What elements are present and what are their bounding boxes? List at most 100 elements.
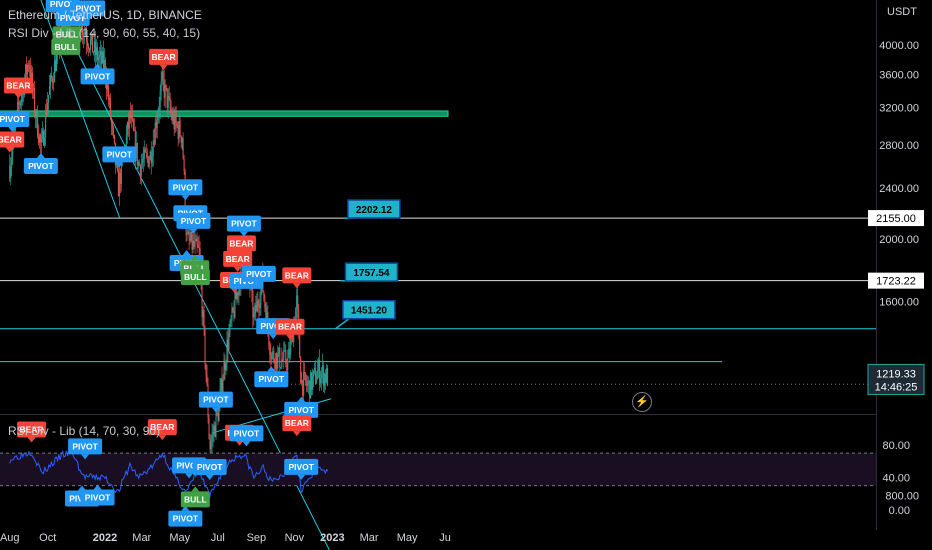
price-callout: 2202.12 xyxy=(344,199,401,219)
candle-body xyxy=(157,112,159,121)
candle-body xyxy=(231,307,233,321)
candle-body xyxy=(27,65,29,75)
candle-body xyxy=(82,34,84,36)
price-signal-box xyxy=(71,0,106,17)
candle-body xyxy=(173,116,175,130)
candle-body xyxy=(156,120,158,129)
candle-body xyxy=(9,165,11,179)
candle-body xyxy=(99,50,101,55)
candle-body xyxy=(137,161,139,166)
price-signal-text: BEAR xyxy=(0,135,22,145)
candle-body xyxy=(169,98,171,110)
price-signal-text: PIVOT xyxy=(50,0,76,9)
time-axis-tick: Nov xyxy=(285,532,305,544)
candle-body xyxy=(322,365,324,373)
time-axis-tick: 2023 xyxy=(320,532,344,544)
candle-body xyxy=(280,367,282,369)
candle-body xyxy=(38,136,40,143)
price-axis-tick: 1600.00 xyxy=(879,296,919,308)
price-signal-pointer xyxy=(254,281,263,287)
candle-body xyxy=(295,308,297,325)
rsi-signal-box xyxy=(168,510,203,527)
price-bear-label: BEAR xyxy=(275,318,305,340)
candle-body xyxy=(303,371,305,396)
candle-body xyxy=(17,101,19,112)
candle-body xyxy=(226,339,228,364)
candle-body xyxy=(52,78,54,83)
rsi-signal-pointer xyxy=(27,437,36,443)
candle-body xyxy=(29,66,31,69)
rsi-signal-text: BEAR xyxy=(19,425,43,435)
rsi-pivot-label: PIVOT xyxy=(168,505,203,527)
candle-body xyxy=(170,109,172,114)
price-signal-box xyxy=(0,110,30,127)
candle-body xyxy=(236,292,238,300)
candle-body xyxy=(94,41,96,56)
candle-body xyxy=(81,20,83,36)
price-signal-pointer xyxy=(297,396,306,402)
candle-body xyxy=(100,50,102,64)
candle-body xyxy=(31,72,33,81)
candle-body xyxy=(129,112,131,119)
price-callout: 1757.54 xyxy=(340,262,399,282)
price-pivot-label: PIVOT xyxy=(241,265,276,287)
candle-body xyxy=(26,64,28,75)
candle-body xyxy=(263,291,265,299)
candle-body xyxy=(221,378,223,395)
rsi-signal-box xyxy=(192,459,227,475)
price-signal-text: PIVOT xyxy=(75,3,101,13)
price-signal-text: BULL xyxy=(184,272,207,282)
candle-body xyxy=(41,139,43,143)
candle-body xyxy=(84,32,86,36)
candles xyxy=(9,0,329,458)
rsi-signal-pointer xyxy=(81,454,90,460)
candle-body xyxy=(222,380,224,395)
price-signal-box xyxy=(198,391,233,408)
lightning-icon[interactable]: ⚡ xyxy=(632,392,652,412)
price-bull-label: BULL xyxy=(180,264,210,286)
candle-body xyxy=(180,135,182,143)
candle-body xyxy=(301,380,303,384)
candle-body xyxy=(109,97,111,119)
candle-body xyxy=(134,129,136,158)
candle-body xyxy=(305,372,307,382)
candle-body xyxy=(126,122,128,135)
candle-body xyxy=(166,88,168,108)
candle-body xyxy=(233,310,235,318)
candle-body xyxy=(11,156,13,167)
candle-body xyxy=(298,308,300,328)
time-axis-tick: Jul xyxy=(211,532,225,544)
price-axis-tick: 2000.00 xyxy=(879,234,919,246)
price-bear-label: BEAR xyxy=(282,267,312,289)
candle-body xyxy=(186,233,188,235)
candle-body xyxy=(188,231,190,239)
candle-body xyxy=(252,290,254,318)
rsi-signal-box xyxy=(229,425,264,442)
price-pivot-label: PIVOT xyxy=(226,215,261,237)
level-price-tag xyxy=(868,272,924,289)
callout-box xyxy=(347,199,401,219)
time-axis-tick: May xyxy=(397,532,418,544)
candle-body xyxy=(215,412,217,437)
price-bear-label: BEAR xyxy=(3,77,33,99)
candle-body xyxy=(317,370,319,380)
candle-body xyxy=(127,122,129,129)
candle-body xyxy=(154,122,156,145)
candle-body xyxy=(254,304,256,315)
price-signal-box xyxy=(168,179,203,196)
rsi-bear-label: BEAR xyxy=(17,421,47,443)
candle-body xyxy=(196,238,198,246)
callout-pointer xyxy=(335,318,350,330)
candle-body xyxy=(209,438,211,450)
price-signal-text: PIVOT xyxy=(85,71,111,81)
rsi-signal-pointer xyxy=(181,505,190,511)
price-bear-label: BEAR xyxy=(149,48,179,70)
countdown-text: 14:46:25 xyxy=(875,381,918,393)
price-axis-tick: 2800.00 xyxy=(879,140,919,152)
candle-body xyxy=(119,172,121,184)
candle-body xyxy=(214,425,216,437)
price-signal-box xyxy=(254,371,289,388)
candle-body xyxy=(194,240,196,247)
price-signal-box xyxy=(223,250,253,267)
